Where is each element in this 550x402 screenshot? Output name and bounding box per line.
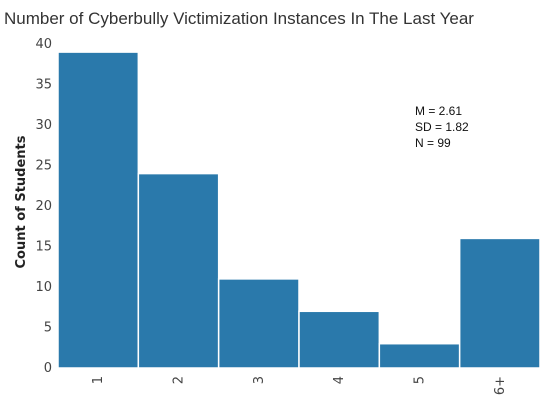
stat-line: SD = 1.82 xyxy=(415,120,469,134)
x-tick-label: 2 xyxy=(172,376,187,384)
y-tick-label: 40 xyxy=(35,37,52,52)
x-axis-ticks: 1 2 3 4 5 6+ xyxy=(91,376,508,395)
y-tick-label: 10 xyxy=(35,280,52,295)
x-tick-label: 4 xyxy=(332,376,347,384)
bar-2 xyxy=(137,172,220,369)
x-tick-label: 5 xyxy=(413,376,428,384)
bar-3 xyxy=(217,278,300,369)
y-axis-ticks: 0 5 10 15 20 25 30 35 40 xyxy=(35,37,52,376)
bar-5 xyxy=(378,342,461,369)
y-tick-label: 5 xyxy=(44,321,52,336)
x-tick-label: 3 xyxy=(252,376,267,384)
y-axis-label: Count of Students xyxy=(14,135,29,268)
bar-4 xyxy=(298,310,381,369)
bars xyxy=(57,51,541,369)
stat-line: N = 99 xyxy=(415,136,451,150)
y-tick-label: 15 xyxy=(35,240,52,255)
chart-title: Number of Cyberbully Victimization Insta… xyxy=(4,9,474,28)
y-tick-label: 35 xyxy=(35,78,52,93)
x-tick-label: 1 xyxy=(91,376,106,384)
x-tick-label: 6+ xyxy=(493,376,508,395)
bar-6+ xyxy=(458,237,541,369)
y-tick-label: 30 xyxy=(35,118,52,133)
y-tick-label: 0 xyxy=(44,361,52,376)
stats-annotation: M = 2.61 SD = 1.82 N = 99 xyxy=(415,104,469,150)
y-tick-label: 20 xyxy=(35,199,52,214)
y-tick-label: 25 xyxy=(35,159,52,174)
stat-line: M = 2.61 xyxy=(415,104,462,118)
bar-1 xyxy=(57,51,140,369)
